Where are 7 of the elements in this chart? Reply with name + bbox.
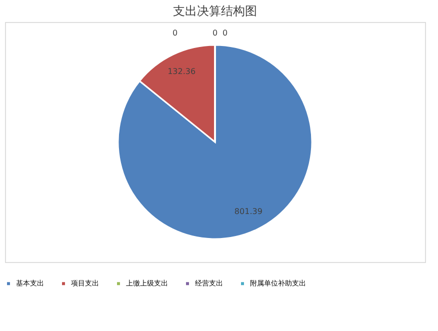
- text: 0: [172, 28, 178, 38]
- text: 0: [212, 28, 218, 38]
- data-label: 801.39: [234, 207, 262, 216]
- data-label: 132.36: [168, 66, 196, 76]
- text: 0: [222, 28, 228, 38]
- chart-title: 支出决算结构图: [173, 4, 257, 18]
- pie-slice: [117, 44, 313, 240]
